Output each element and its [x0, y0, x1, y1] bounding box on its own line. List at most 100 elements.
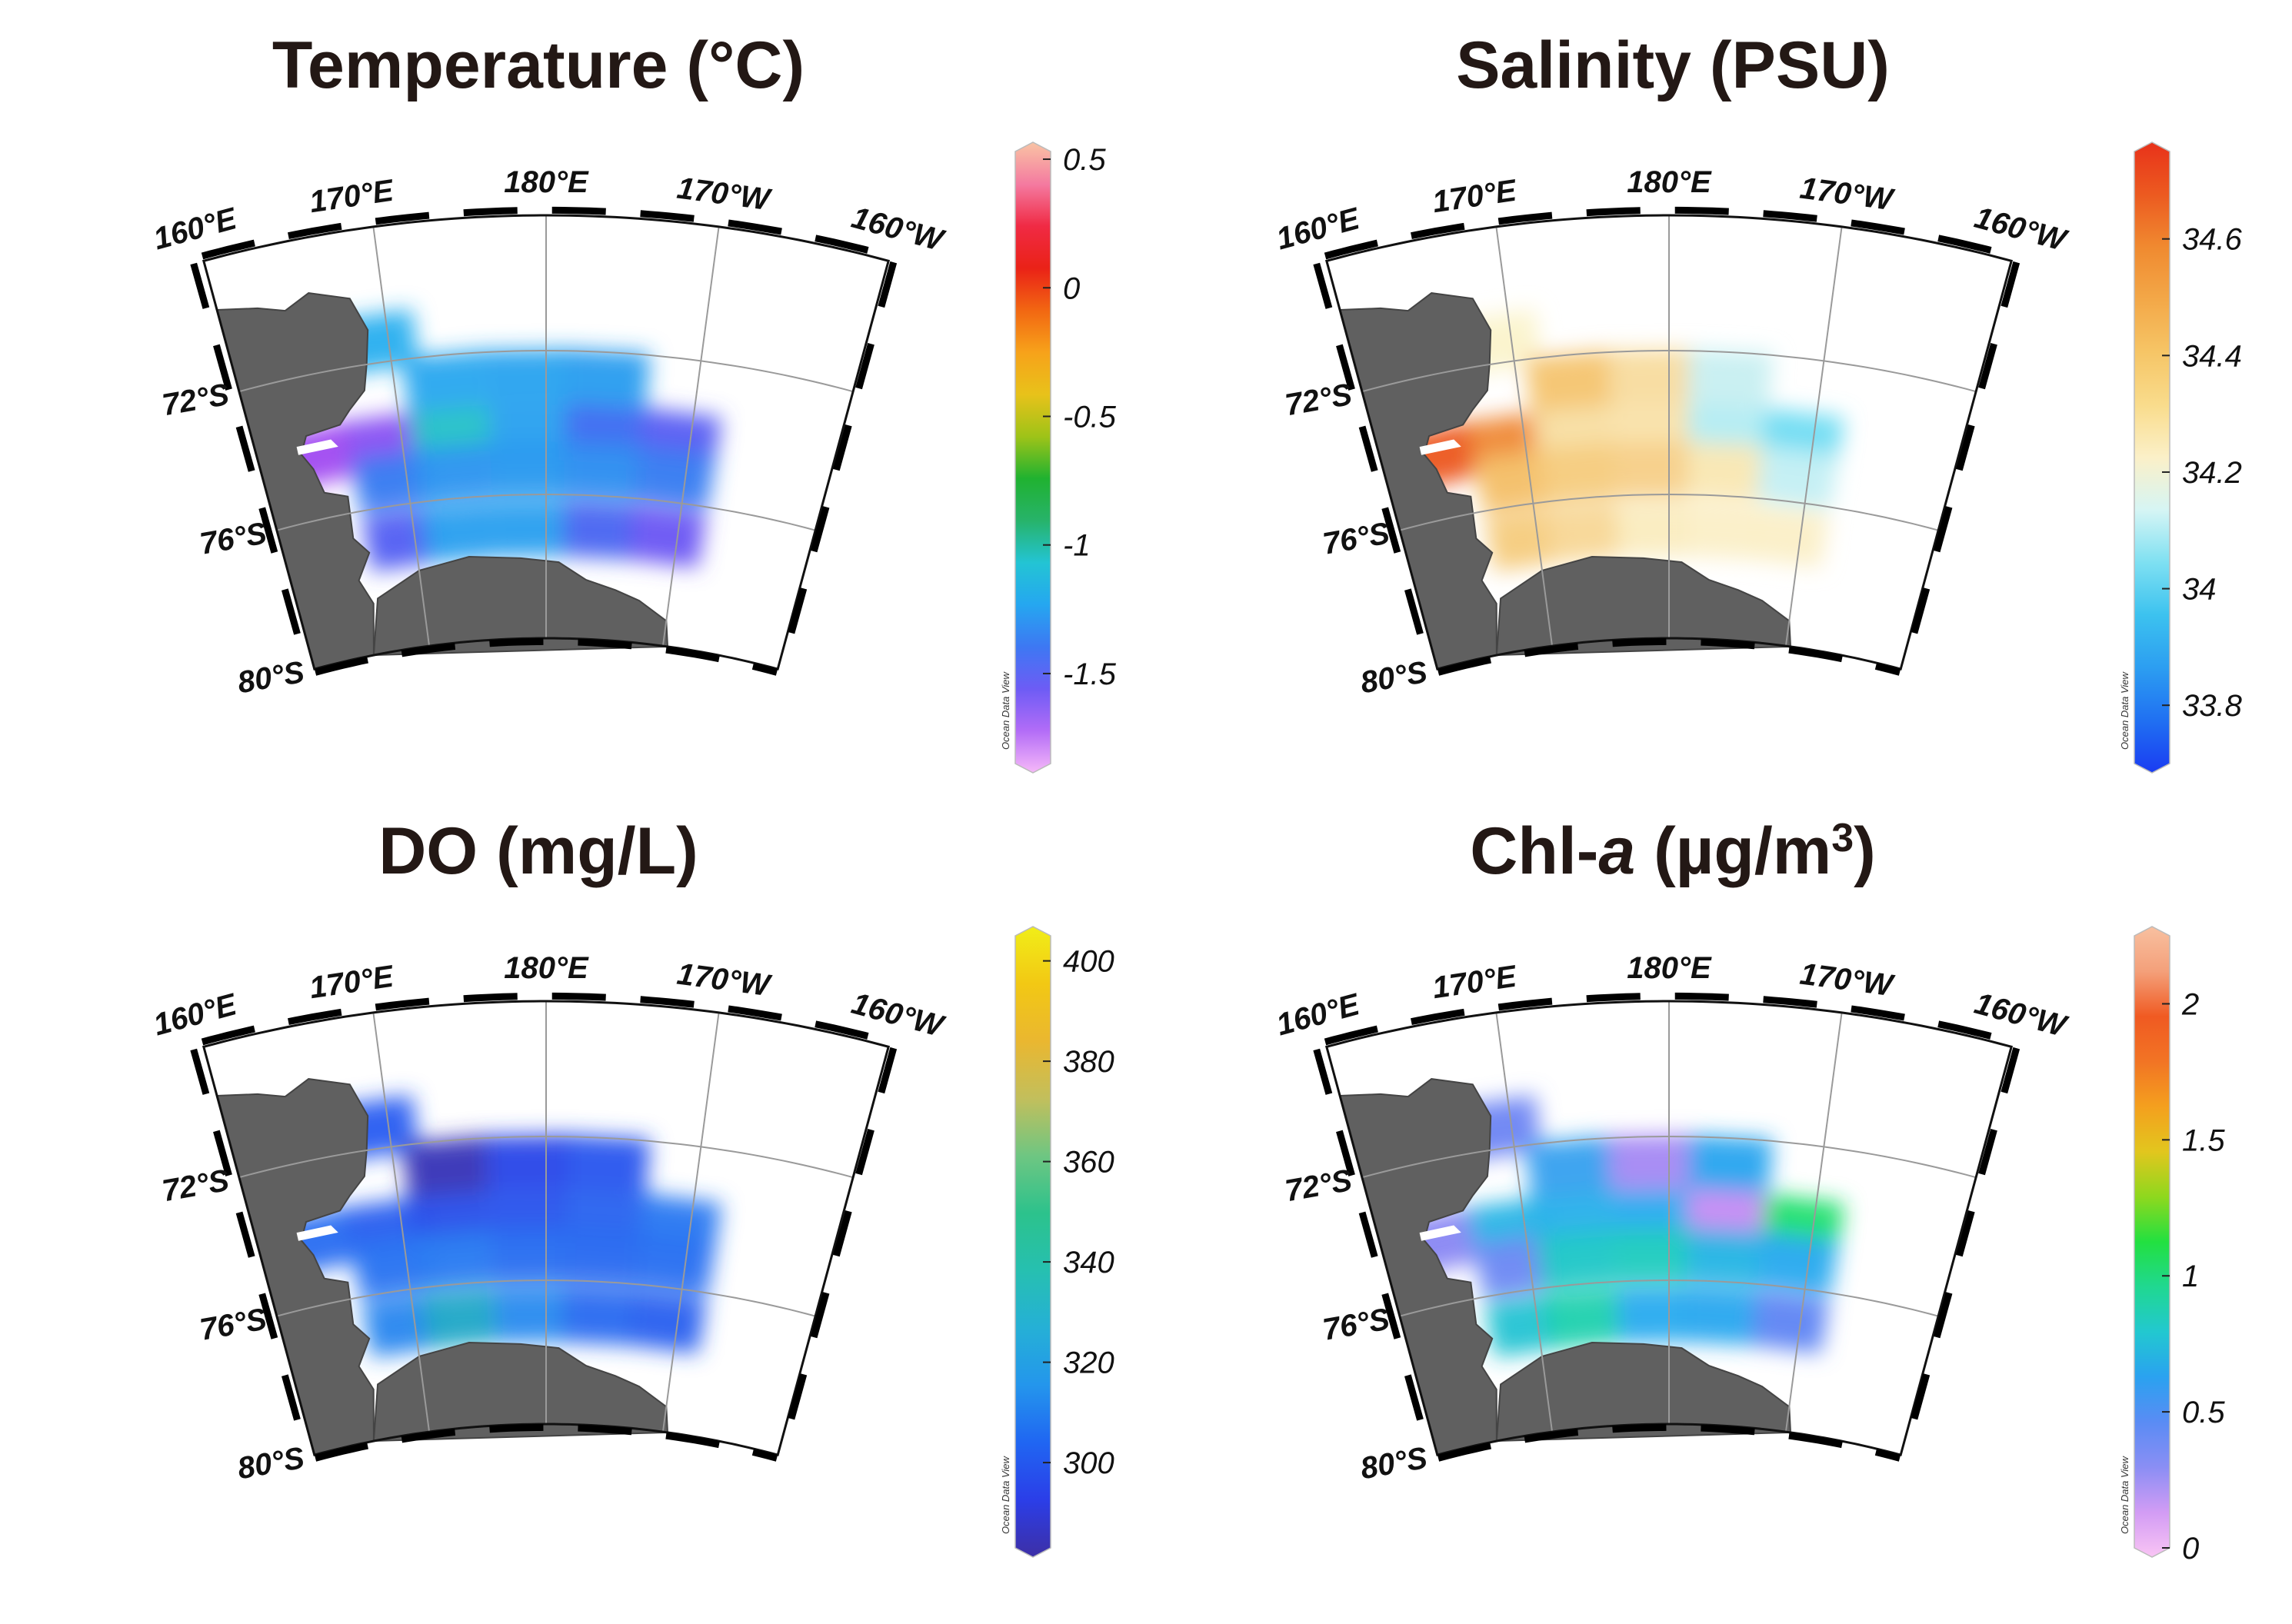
frame-scale-right — [1901, 261, 2020, 671]
parallel-line — [1399, 1279, 1939, 1317]
data-cell — [1543, 1288, 1620, 1349]
do-colorbar: 400 380 360 340 320 300 Ocean Data View — [1000, 926, 1114, 1558]
data-cell — [634, 445, 716, 510]
map-frame — [1324, 1000, 2014, 1456]
latitude-label: 80°S — [1358, 655, 1431, 701]
data-cell — [420, 502, 497, 564]
data-cell — [562, 501, 637, 560]
salinity-colorbar: 34.6 34.4 34.2 34 33.8 Ocean Data View — [2119, 141, 2243, 774]
meridian-line — [372, 1012, 431, 1433]
parallel-line — [238, 349, 854, 393]
frame-scale-left — [190, 262, 311, 672]
data-cell — [1484, 1293, 1563, 1358]
longitude-label: 170°E — [1431, 960, 1520, 1006]
meridian-line — [1495, 226, 1554, 647]
latitude-label: 80°S — [1358, 1441, 1431, 1486]
data-cell — [420, 1288, 497, 1349]
colorbar-tick-label: 34.6 — [2182, 223, 2243, 257]
data-cell — [562, 1286, 637, 1346]
frame-scale-top — [201, 992, 891, 1046]
data-cell — [1687, 1227, 1765, 1286]
parallel-line — [238, 1135, 854, 1179]
frame-scale-left — [1313, 1048, 1434, 1458]
data-cell — [1484, 507, 1563, 572]
parallel-line — [276, 493, 816, 531]
data-cell — [490, 1227, 568, 1284]
land-inlet — [296, 439, 338, 455]
graticule — [1361, 215, 1977, 647]
colorbar-tick-label: 34 — [2182, 573, 2217, 607]
data-cell — [1685, 501, 1760, 560]
data-cell — [1543, 502, 1620, 564]
frame-scale-bottom — [1437, 637, 1901, 676]
data-cell — [1608, 348, 1693, 405]
data-cell — [565, 348, 651, 408]
land-inlet — [1419, 1225, 1461, 1241]
data-cell — [1616, 501, 1690, 557]
meridian-line — [661, 1012, 720, 1433]
data-cell — [634, 1231, 716, 1296]
data-cell — [351, 1233, 434, 1300]
data-field-blend — [1394, 309, 1845, 572]
odv-watermark: Ocean Data View — [2119, 1455, 2130, 1534]
frame-scale-top — [201, 206, 891, 260]
data-cell — [1685, 1286, 1760, 1346]
longitude-label: 170°W — [675, 171, 774, 218]
latitude-label: 76°S — [1321, 516, 1393, 561]
data-cell — [1608, 1134, 1693, 1191]
colorbar-tick-label: 1 — [2182, 1260, 2199, 1293]
longitude-label: 170°E — [1431, 174, 1520, 220]
latitude-label: 76°S — [198, 516, 270, 561]
temperature-panel-title: Temperature (°C) — [272, 28, 805, 102]
latitude-label: 76°S — [198, 1302, 270, 1347]
data-cell — [629, 1290, 707, 1354]
frame-scale-left — [190, 1048, 311, 1458]
data-cell — [351, 448, 434, 514]
data-cell — [1524, 1136, 1611, 1198]
latitude-label: 80°S — [235, 655, 308, 701]
data-cell — [565, 1134, 651, 1194]
data-cell — [413, 1229, 494, 1290]
colorbar-gradient — [2134, 141, 2170, 774]
colorbar-tick-label: 340 — [1063, 1246, 1114, 1280]
meridian-line — [1784, 1012, 1843, 1433]
parallel-line — [1361, 1135, 1977, 1179]
data-cell — [401, 350, 488, 412]
data-cell — [1752, 1290, 1830, 1354]
frame-scale-bottom — [314, 637, 778, 676]
data-cell — [1757, 445, 1839, 510]
data-field — [1394, 1095, 1845, 1358]
colorbar-tick-label: 380 — [1063, 1045, 1114, 1079]
meridian-line — [1495, 1012, 1554, 1433]
parallel-line — [1399, 493, 1939, 531]
map-frame — [1324, 214, 2014, 671]
odv-watermark: Ocean Data View — [1000, 671, 1011, 750]
data-cell — [564, 1227, 642, 1286]
do-panel-title: DO (mg/L) — [378, 814, 698, 888]
colorbar-tick-label: 300 — [1063, 1446, 1114, 1480]
chla-colorbar: 2 1.5 1 0.5 0 Ocean Data View — [2119, 926, 2225, 1566]
data-cell — [1688, 348, 1774, 408]
longitude-label: 170°E — [308, 960, 397, 1006]
latitude-label: 76°S — [1321, 1302, 1393, 1347]
data-cell — [1613, 441, 1691, 498]
parallel-line — [276, 1279, 816, 1317]
colorbar-gradient — [1014, 141, 1051, 774]
colorbar-tick-label: 33.8 — [2182, 689, 2243, 723]
colorbar-tick-label: 0 — [1063, 271, 1080, 305]
colorbar-tick-label: 0.5 — [1063, 143, 1106, 177]
data-cell — [1616, 1286, 1690, 1343]
longitude-label: 180°E — [1627, 165, 1712, 199]
latitude-label: 72°S — [1283, 378, 1355, 423]
graticule — [238, 215, 854, 647]
data-cell — [493, 501, 567, 557]
latitude-label: 72°S — [160, 1163, 232, 1209]
data-cell — [1757, 1231, 1839, 1296]
latitude-label: 80°S — [235, 1441, 308, 1486]
longitude-label: 170°W — [1798, 171, 1897, 218]
land-inlet — [1419, 439, 1461, 455]
frame-scale-right — [778, 1047, 898, 1457]
